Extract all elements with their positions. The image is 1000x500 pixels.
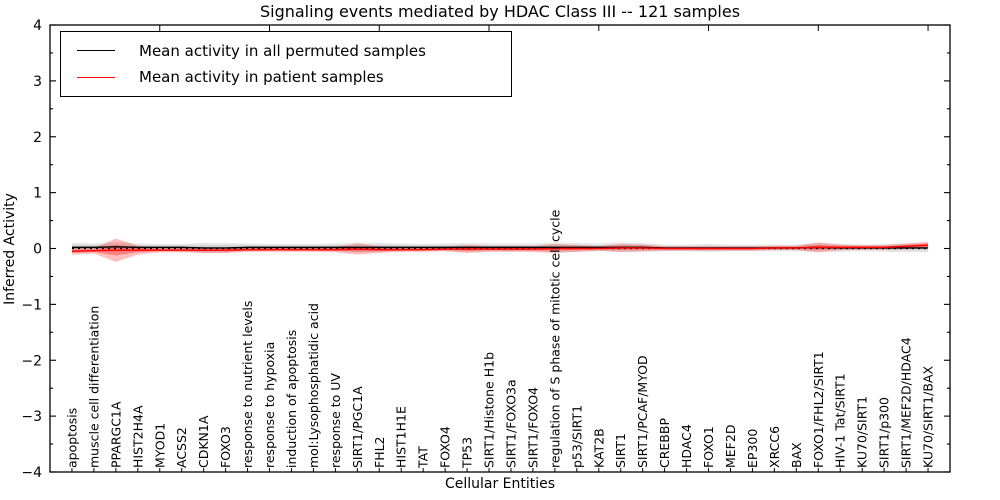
category-label: HIV-1 Tat/SIRT1 xyxy=(833,373,848,468)
legend-item-patient: Mean activity in patient samples xyxy=(61,65,511,89)
category-label: SIRT1/p300 xyxy=(877,397,892,468)
legend-label-permuted: Mean activity in all permuted samples xyxy=(139,41,426,60)
red-line-sample-icon xyxy=(77,76,115,78)
chart-title: Signaling events mediated by HDAC Class … xyxy=(259,2,741,21)
x-axis-label: Cellular Entities xyxy=(444,476,556,492)
category-label: SIRT1 xyxy=(613,433,628,468)
category-label: response to nutrient levels xyxy=(240,301,255,468)
category-label: regulation of S phase of mitotic cell cy… xyxy=(547,209,562,468)
category-label: KU70/SIRT1/BAX xyxy=(921,366,936,468)
category-label: TP53 xyxy=(460,437,475,469)
category-label: ACSS2 xyxy=(174,427,189,468)
category-label: HIST2H4A xyxy=(130,405,145,468)
legend-item-permuted: Mean activity in all permuted samples xyxy=(61,39,511,63)
y-tick-label: 0 xyxy=(33,242,42,258)
category-label: FHL2 xyxy=(372,436,387,468)
black-line-sample-icon xyxy=(77,50,115,52)
y-tick-label: 2 xyxy=(33,130,42,146)
category-label: FOXO1/FHL2/SIRT1 xyxy=(811,351,826,468)
category-label: TAT xyxy=(416,446,431,469)
category-label: FOXO1 xyxy=(701,426,716,468)
category-label: PPARGC1A xyxy=(108,401,123,468)
legend-label-patient: Mean activity in patient samples xyxy=(139,68,384,87)
category-label: muscle cell differentiation xyxy=(86,306,101,468)
y-axis-label: Inferred Activity xyxy=(2,193,18,305)
category-label: HIST1H1E xyxy=(394,406,409,468)
category-label: SIRT1/FOXO4 xyxy=(525,387,540,468)
category-label: MYOD1 xyxy=(152,423,167,468)
category-label: FOXO3 xyxy=(218,426,233,468)
category-label: SIRT1/Histone H1b xyxy=(482,352,497,468)
category-label: EP300 xyxy=(745,429,760,468)
category-label: response to UV xyxy=(328,373,343,468)
y-tick-label: 1 xyxy=(33,186,42,202)
y-tick-label: 4 xyxy=(33,18,42,34)
category-label: p53/SIRT1 xyxy=(569,405,584,468)
category-label: KAT2B xyxy=(591,428,606,468)
category-label: HDAC4 xyxy=(679,424,694,468)
category-label: apoptosis xyxy=(64,408,79,468)
category-label: mol:Lysophosphatidic acid xyxy=(306,303,321,468)
y-tick-label: 3 xyxy=(33,74,42,90)
category-label: CREBBP xyxy=(657,418,672,468)
y-tick-label: −4 xyxy=(21,465,42,481)
category-label: SIRT1/MEF2D/HDAC4 xyxy=(899,337,914,468)
y-tick-label: −1 xyxy=(21,297,42,313)
category-label: FOXO4 xyxy=(438,426,453,468)
category-label: SIRT1/PCAF/MYOD xyxy=(635,355,650,468)
category-label: SIRT1/FOXO3a xyxy=(503,379,518,468)
category-label: KU70/SIRT1 xyxy=(855,396,870,468)
y-tick-label: −2 xyxy=(21,353,42,369)
patient-mean-line xyxy=(71,244,929,252)
category-label: induction of apoptosis xyxy=(284,330,299,468)
y-tick-label: −3 xyxy=(21,409,42,425)
legend-box: Mean activity in all permuted samples Me… xyxy=(60,31,512,97)
category-label: SIRT1/PGC1A xyxy=(350,386,365,468)
category-label: CDKN1A xyxy=(196,415,211,468)
category-label: MEF2D xyxy=(723,425,738,468)
category-label: XRCC6 xyxy=(767,426,782,468)
category-label: BAX xyxy=(789,442,804,468)
patient-band xyxy=(71,238,929,262)
category-label: response to hypoxia xyxy=(262,342,277,468)
